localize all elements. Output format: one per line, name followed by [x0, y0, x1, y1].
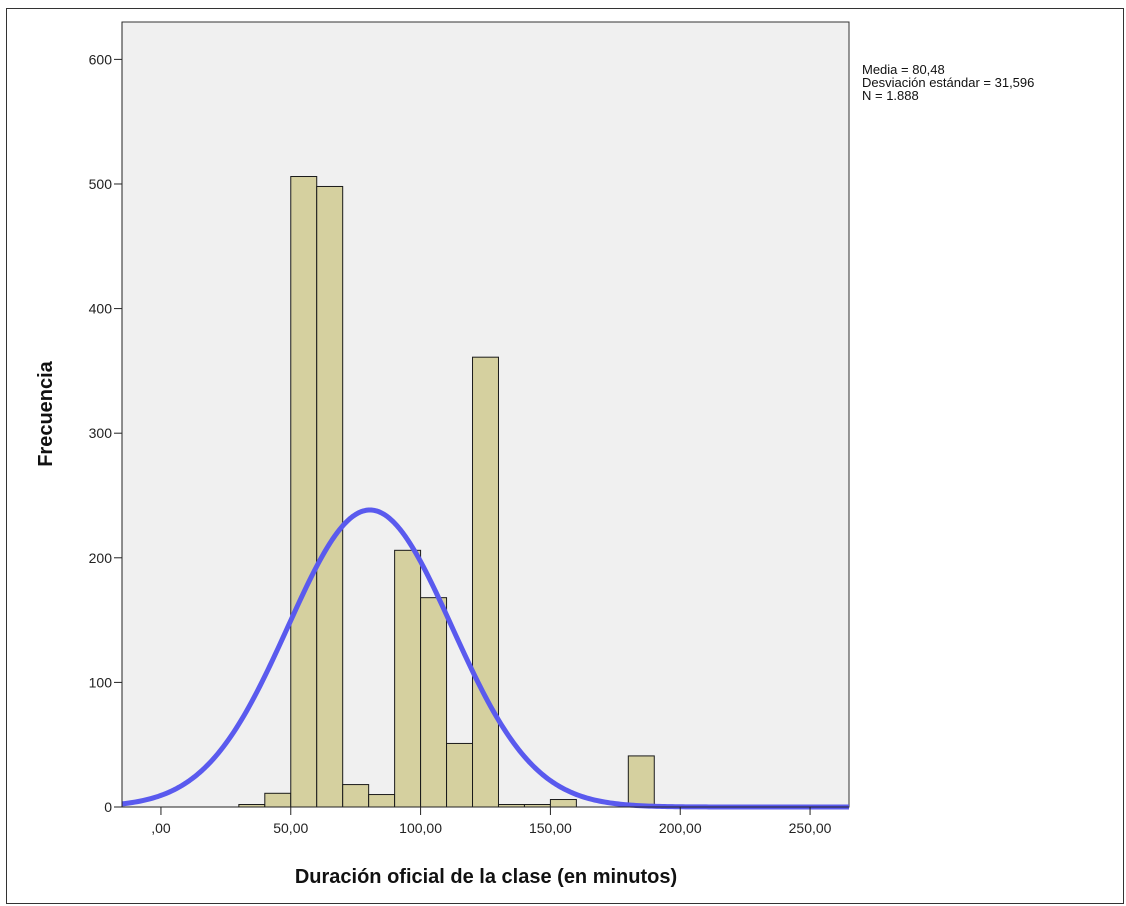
x-tick-label: 250,00 — [789, 820, 832, 836]
stat-std: Desviación estándar = 31,596 — [862, 75, 1034, 90]
axes-group: 0 100 200 300 400 500 600 ,00 50,00 100,00 150,00 2… — [89, 22, 849, 836]
x-tick-label: 100,00 — [399, 820, 442, 836]
bars-group — [238, 176, 655, 808]
y-tick-label: 400 — [89, 301, 113, 317]
histogram-bar — [394, 549, 422, 808]
y-tick-label: 600 — [89, 51, 113, 67]
histogram-bar — [446, 742, 474, 808]
histogram-bar — [549, 799, 577, 808]
histogram-bar — [290, 176, 318, 808]
stat-n: N = 1.888 — [862, 88, 919, 103]
x-axis-title: Duración oficial de la clase (en minutos… — [295, 866, 677, 888]
chart-frame — [6, 8, 1124, 904]
y-axis-title: Frecuencia — [35, 360, 57, 466]
stat-mean: Media = 80,48 — [862, 62, 945, 77]
histogram-bar — [316, 185, 344, 808]
stats-box: Media = 80,48 Desviación estándar = 31,5… — [862, 62, 1034, 103]
x-tick-label: 150,00 — [529, 820, 572, 836]
histogram-bar — [472, 356, 499, 808]
histogram-bar — [264, 792, 292, 808]
histogram-bar — [627, 755, 655, 808]
x-tick-label: 50,00 — [273, 820, 308, 836]
histogram-bar — [368, 794, 396, 808]
x-tick-label: 200,00 — [659, 820, 702, 836]
y-tick-label: 200 — [89, 550, 113, 566]
y-tick-label: 500 — [89, 176, 113, 192]
y-tick-label: 100 — [89, 674, 113, 690]
x-tick-label: ,00 — [151, 820, 171, 836]
y-tick-label: 300 — [89, 425, 113, 441]
histogram-bar — [420, 597, 448, 808]
histogram-bar — [342, 784, 370, 808]
y-tick-label: 0 — [104, 799, 112, 815]
